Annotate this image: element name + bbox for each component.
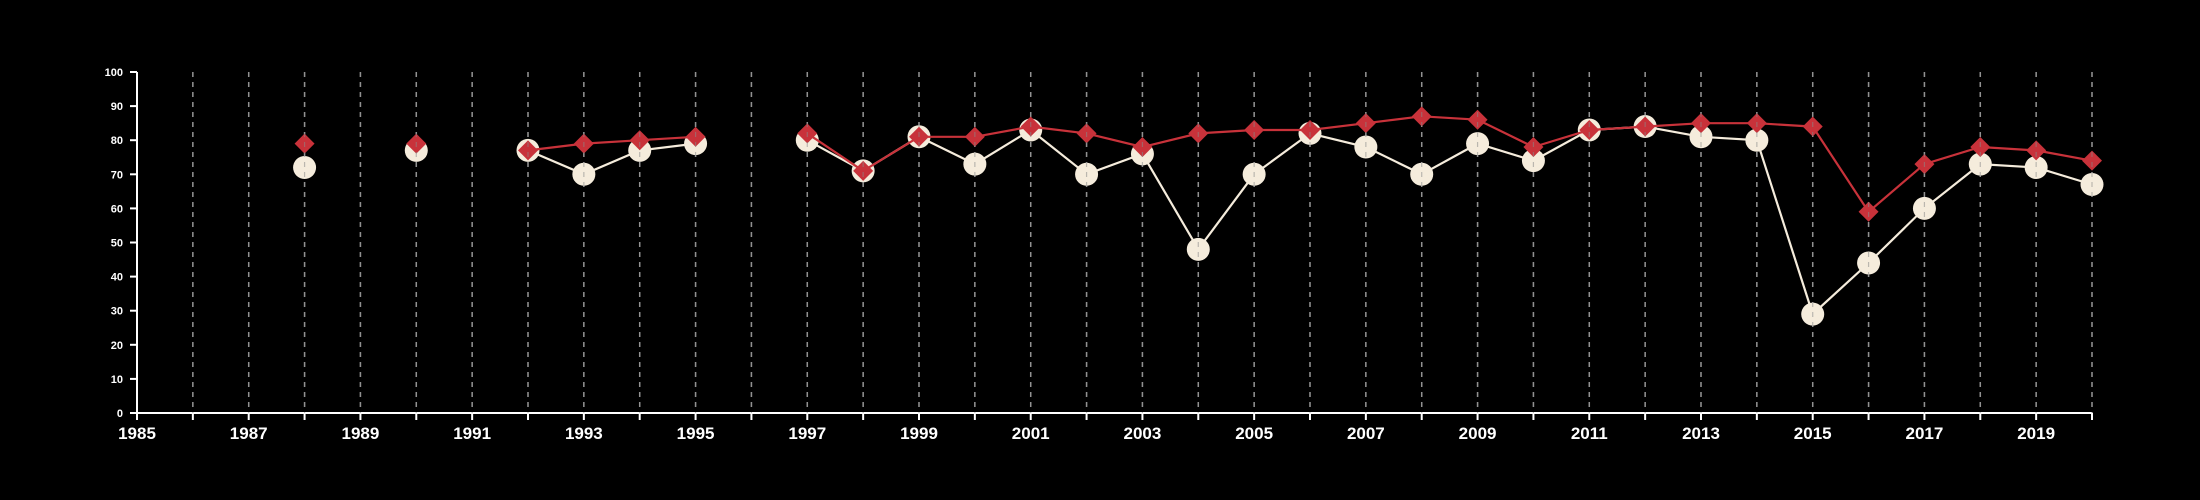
y-tick-label: 30 (111, 306, 123, 318)
x-tick-label: 2015 (1794, 424, 1832, 443)
data-point-diamond (1244, 119, 1265, 140)
data-point-diamond (629, 130, 650, 151)
y-tick-label: 50 (111, 238, 123, 250)
series-line-segment (527, 135, 696, 152)
data-point-diamond (1132, 137, 1153, 158)
x-tick-label: 2003 (1124, 424, 1162, 443)
x-tick-label: 1995 (677, 424, 715, 443)
data-point-circle (1912, 196, 1936, 220)
x-tick-label: 2007 (1347, 424, 1385, 443)
x-tick-label: 2011 (1571, 424, 1608, 443)
y-tick-label: 90 (111, 101, 123, 113)
x-tick-label: 2005 (1235, 424, 1273, 443)
y-tick-label: 40 (111, 272, 123, 284)
data-point-diamond (1970, 137, 1991, 158)
data-point-circle (1186, 237, 1210, 261)
series-line-segment (527, 142, 696, 176)
y-tick-label: 80 (111, 135, 123, 147)
x-tick-label: 1991 (453, 424, 491, 443)
x-tick-label: 2019 (2017, 424, 2055, 443)
y-tick-label: 0 (117, 408, 123, 420)
data-series (192, 72, 2104, 413)
y-tick-label: 70 (111, 169, 123, 181)
x-tick-label: 2017 (1906, 424, 1944, 443)
data-point-diamond (1467, 109, 1488, 130)
x-tick-label: 2001 (1012, 424, 1050, 443)
data-point-diamond (2082, 150, 2102, 171)
x-tick-label: 1987 (230, 424, 268, 443)
x-tick-label: 1993 (565, 424, 603, 443)
data-point-circle (628, 138, 652, 162)
grid-overlay (192, 72, 2093, 413)
y-tick-label: 10 (111, 374, 123, 386)
data-point-circle (1354, 135, 1378, 159)
data-point-circle (1521, 149, 1545, 173)
x-tick-label: 2009 (1459, 424, 1497, 443)
data-point-circle (2024, 155, 2048, 179)
data-point-diamond (2026, 140, 2047, 161)
x-tick-label: 1999 (900, 424, 938, 443)
data-point-diamond (853, 160, 874, 181)
series-line-segment (806, 115, 2093, 214)
x-tick-label: 1997 (788, 424, 826, 443)
y-tick-label: 100 (105, 67, 123, 79)
y-tick-label: 60 (111, 203, 123, 215)
data-point-diamond (1523, 137, 1544, 158)
data-point-diamond (1579, 119, 1600, 140)
axes: 0 10 20 30 40 50 60 70 80 90 100 1985 1987 1989 1991 19… (105, 67, 2093, 443)
y-tick-label: 20 (111, 340, 123, 352)
data-point-diamond (518, 140, 538, 161)
x-tick-label: 1989 (342, 424, 380, 443)
data-point-diamond (1858, 201, 1879, 222)
data-point-circle (1745, 128, 1769, 152)
data-point-diamond (1300, 119, 1320, 140)
x-tick-label: 1985 (118, 424, 156, 443)
data-point-circle (293, 155, 317, 179)
x-tick-label: 2013 (1682, 424, 1720, 443)
